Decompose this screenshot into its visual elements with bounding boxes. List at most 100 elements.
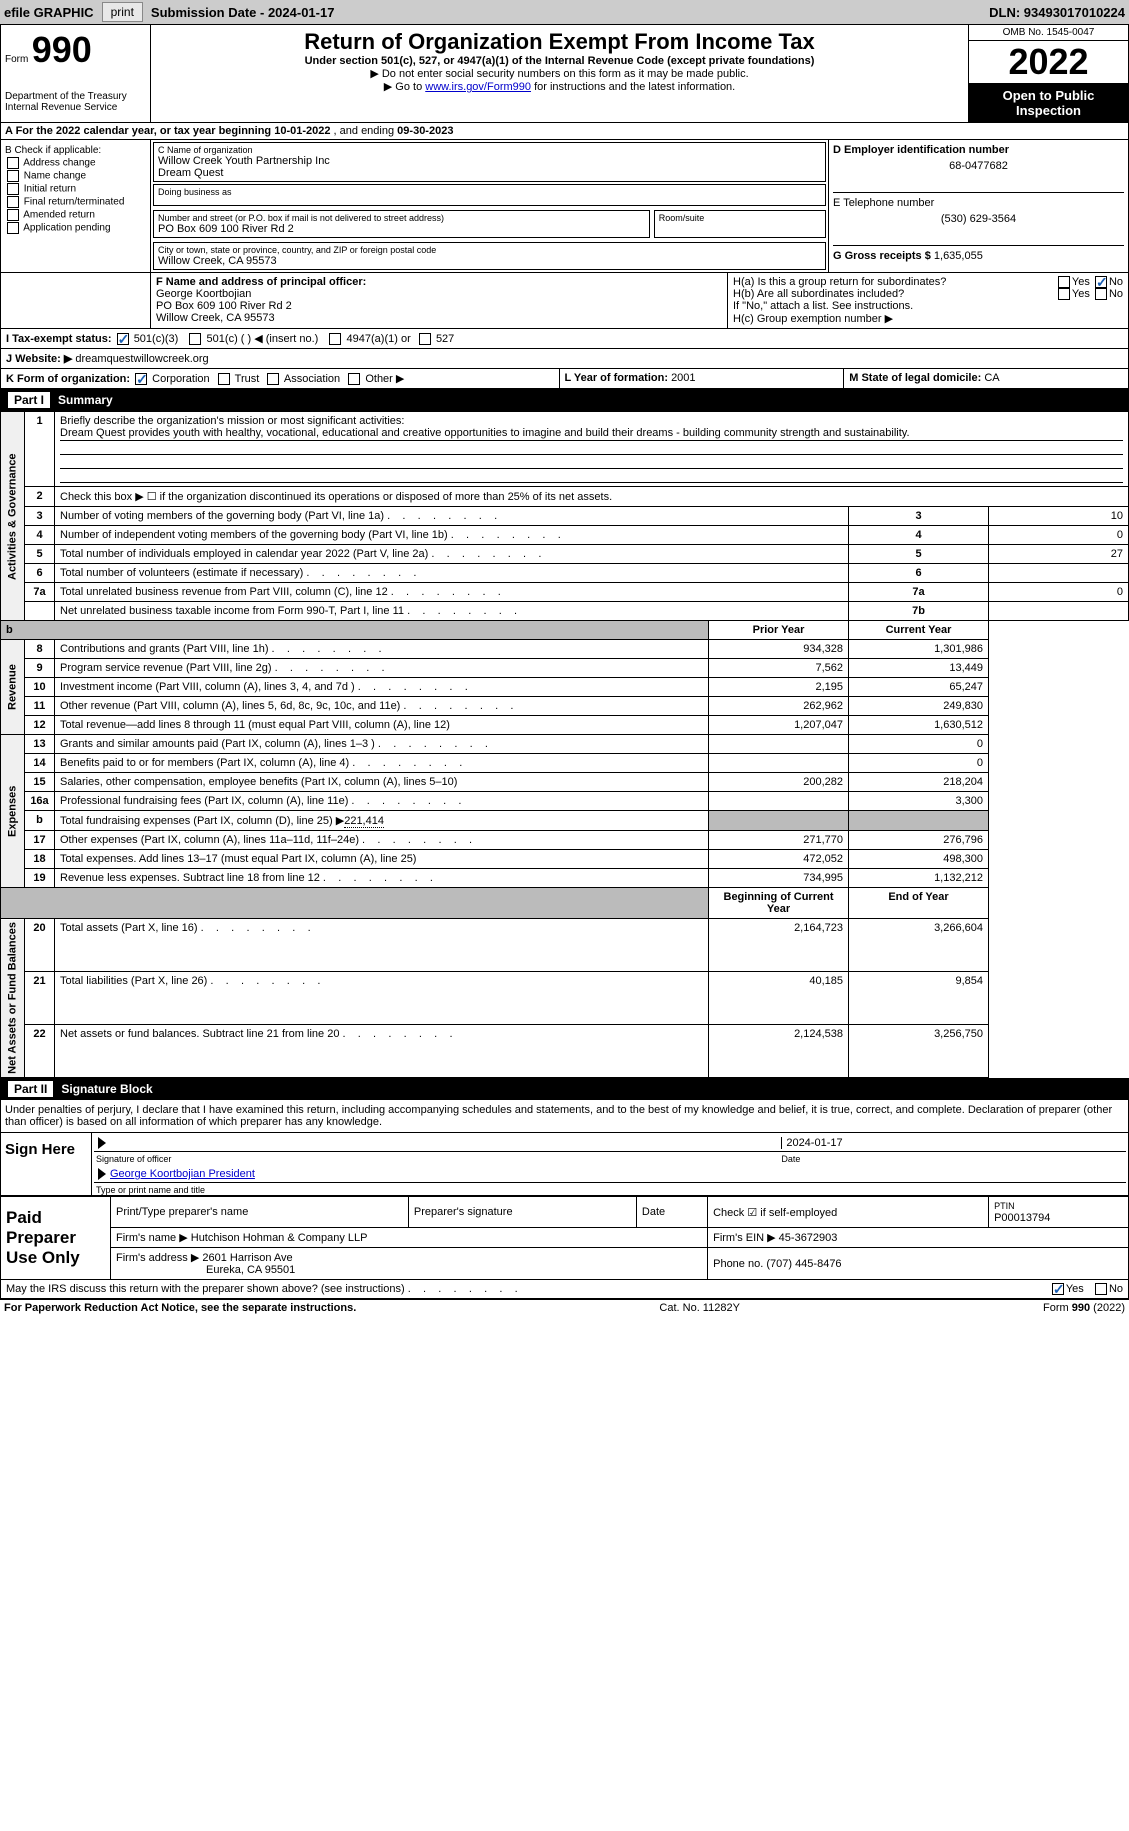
c8: 1,301,986 [849,640,989,659]
checkbox-icon[interactable] [7,183,19,195]
form-title: Return of Organization Exempt From Incom… [155,29,964,55]
checkbox-icon[interactable] [1095,276,1107,288]
prep-sig-hdr: Preparer's signature [408,1197,636,1228]
checkbox-icon[interactable] [189,333,201,345]
checkbox-icon[interactable] [1052,1283,1064,1295]
checkbox-icon[interactable] [348,373,360,385]
checkbox-icon[interactable] [1095,1283,1107,1295]
preparer-label: Paid Preparer Use Only [1,1197,111,1280]
checkbox-icon[interactable] [135,373,147,385]
row-a-pre: A For the 2022 calendar year, or tax yea… [5,125,274,137]
firm-ein: 45-3672903 [779,1232,838,1244]
p20: 2,164,723 [709,919,849,972]
line17: Other expenses (Part IX, column (A), lin… [60,834,472,846]
tel-label: E Telephone number [833,197,934,209]
officer-addr2: Willow Creek, CA 95573 [156,312,275,324]
v4: 0 [989,526,1129,545]
p10: 2,195 [709,678,849,697]
line14: Benefits paid to or for members (Part IX… [60,757,462,769]
prep-name-hdr: Print/Type preparer's name [111,1197,409,1228]
hb-row: H(b) Are all subordinates included? Yes … [733,288,1123,300]
submission-date: Submission Date - 2024-01-17 [151,5,335,20]
org-name1: Willow Creek Youth Partnership Inc [158,155,821,167]
firm-addr1: 2601 Harrison Ave [202,1252,292,1264]
line18: Total expenses. Add lines 13–17 (must eq… [60,853,416,865]
checkbox-icon[interactable] [329,333,341,345]
dln: DLN: 93493017010224 [989,5,1125,20]
row-m: M State of legal domicile: CA [844,369,1128,388]
city-label: City or town, state or province, country… [158,245,821,255]
line7b: Net unrelated business taxable income fr… [60,605,517,617]
instr2-post: for instructions and the latest informat… [531,81,735,93]
row-l: L Year of formation: 2001 [560,369,845,388]
checkbox-icon[interactable] [7,196,19,208]
checkbox-icon[interactable] [419,333,431,345]
line22: Net assets or fund balances. Subtract li… [60,1028,453,1040]
type-name-label: Type or print name and title [92,1185,1128,1195]
p8: 934,328 [709,640,849,659]
checkbox-icon[interactable] [7,157,19,169]
checkbox-icon[interactable] [1058,276,1070,288]
line4: Number of independent voting members of … [60,529,561,541]
hb-note: If "No," attach a list. See instructions… [733,300,1123,312]
col-d: D Employer identification number 68-0477… [828,140,1128,272]
room-label: Room/suite [659,213,821,223]
line13: Grants and similar amounts paid (Part IX… [60,738,488,750]
city: Willow Creek, CA 95573 [158,255,821,267]
instr2-pre: ▶ Go to [384,81,425,93]
prior-hdr: Prior Year [753,624,805,636]
c10: 65,247 [849,678,989,697]
sig-name-line: George Koortbojian President [94,1166,1126,1183]
ein: 68-0477682 [833,160,1124,172]
tax-end: 09-30-2023 [397,125,453,137]
checkbox-icon[interactable] [218,373,230,385]
firm-name-cell: Firm's name ▶ Hutchison Hohman & Company… [111,1228,708,1248]
org-name-box: C Name of organization Willow Creek Yout… [153,142,826,182]
c21: 9,854 [849,972,989,1025]
line9: Program service revenue (Part VIII, line… [60,662,385,674]
v7b [989,602,1129,621]
v6 [989,564,1129,583]
checkbox-icon[interactable] [7,170,19,182]
p22: 2,124,538 [709,1025,849,1078]
mission-text: Dream Quest provides youth with healthy,… [60,427,1123,441]
officer-addr1: PO Box 609 100 River Rd 2 [156,300,292,312]
section-netassets: Net Assets or Fund Balances [1,919,25,1078]
checkbox-icon[interactable] [1058,288,1070,300]
c17: 276,796 [849,831,989,850]
line12: Total revenue—add lines 8 through 11 (mu… [60,719,450,731]
p19: 734,995 [709,869,849,888]
checkbox-icon[interactable] [7,209,19,221]
ha-row: H(a) Is this a group return for subordin… [733,276,1123,288]
line19: Revenue less expenses. Subtract line 18 … [60,872,433,884]
checkbox-icon[interactable] [117,333,129,345]
line21: Total liabilities (Part X, line 26) [60,975,320,987]
addr-label: Number and street (or P.O. box if mail i… [158,213,645,223]
checkbox-icon[interactable] [1095,288,1107,300]
dba-box: Doing business as [153,184,826,206]
officer-printed-name[interactable]: George Koortbojian President [110,1168,255,1180]
p18: 472,052 [709,850,849,869]
preparer-table: Paid Preparer Use Only Print/Type prepar… [0,1196,1129,1299]
line5: Total number of individuals employed in … [60,548,541,560]
tax-begin: 10-01-2022 [274,125,330,137]
checkbox-icon[interactable] [267,373,279,385]
print-button[interactable]: print [102,2,143,22]
checkbox-icon[interactable] [7,222,19,234]
opt-name-change: Name change [5,170,146,182]
name-label: C Name of organization [158,145,821,155]
row-a: A For the 2022 calendar year, or tax yea… [0,123,1129,140]
header-mid: Return of Organization Exempt From Incom… [151,25,968,122]
efile-label: efile GRAPHIC [4,5,94,20]
tel: (530) 629-3564 [833,213,1124,225]
l-label: L Year of formation: [565,372,672,384]
firm-addr2: Eureka, CA 95501 [206,1264,295,1276]
begin-hdr: Beginning of Current Year [724,891,834,915]
sig-date: 2024-01-17 [781,1137,1122,1149]
c12: 1,630,512 [849,716,989,735]
irs-link[interactable]: www.irs.gov/Form990 [425,81,531,93]
sign-right: 2024-01-17 Signature of officer Date Geo… [91,1133,1128,1195]
firm-addr-cell: Firm's address ▶ 2601 Harrison AveEureka… [111,1248,708,1280]
p21: 40,185 [709,972,849,1025]
org-name2: Dream Quest [158,167,821,179]
